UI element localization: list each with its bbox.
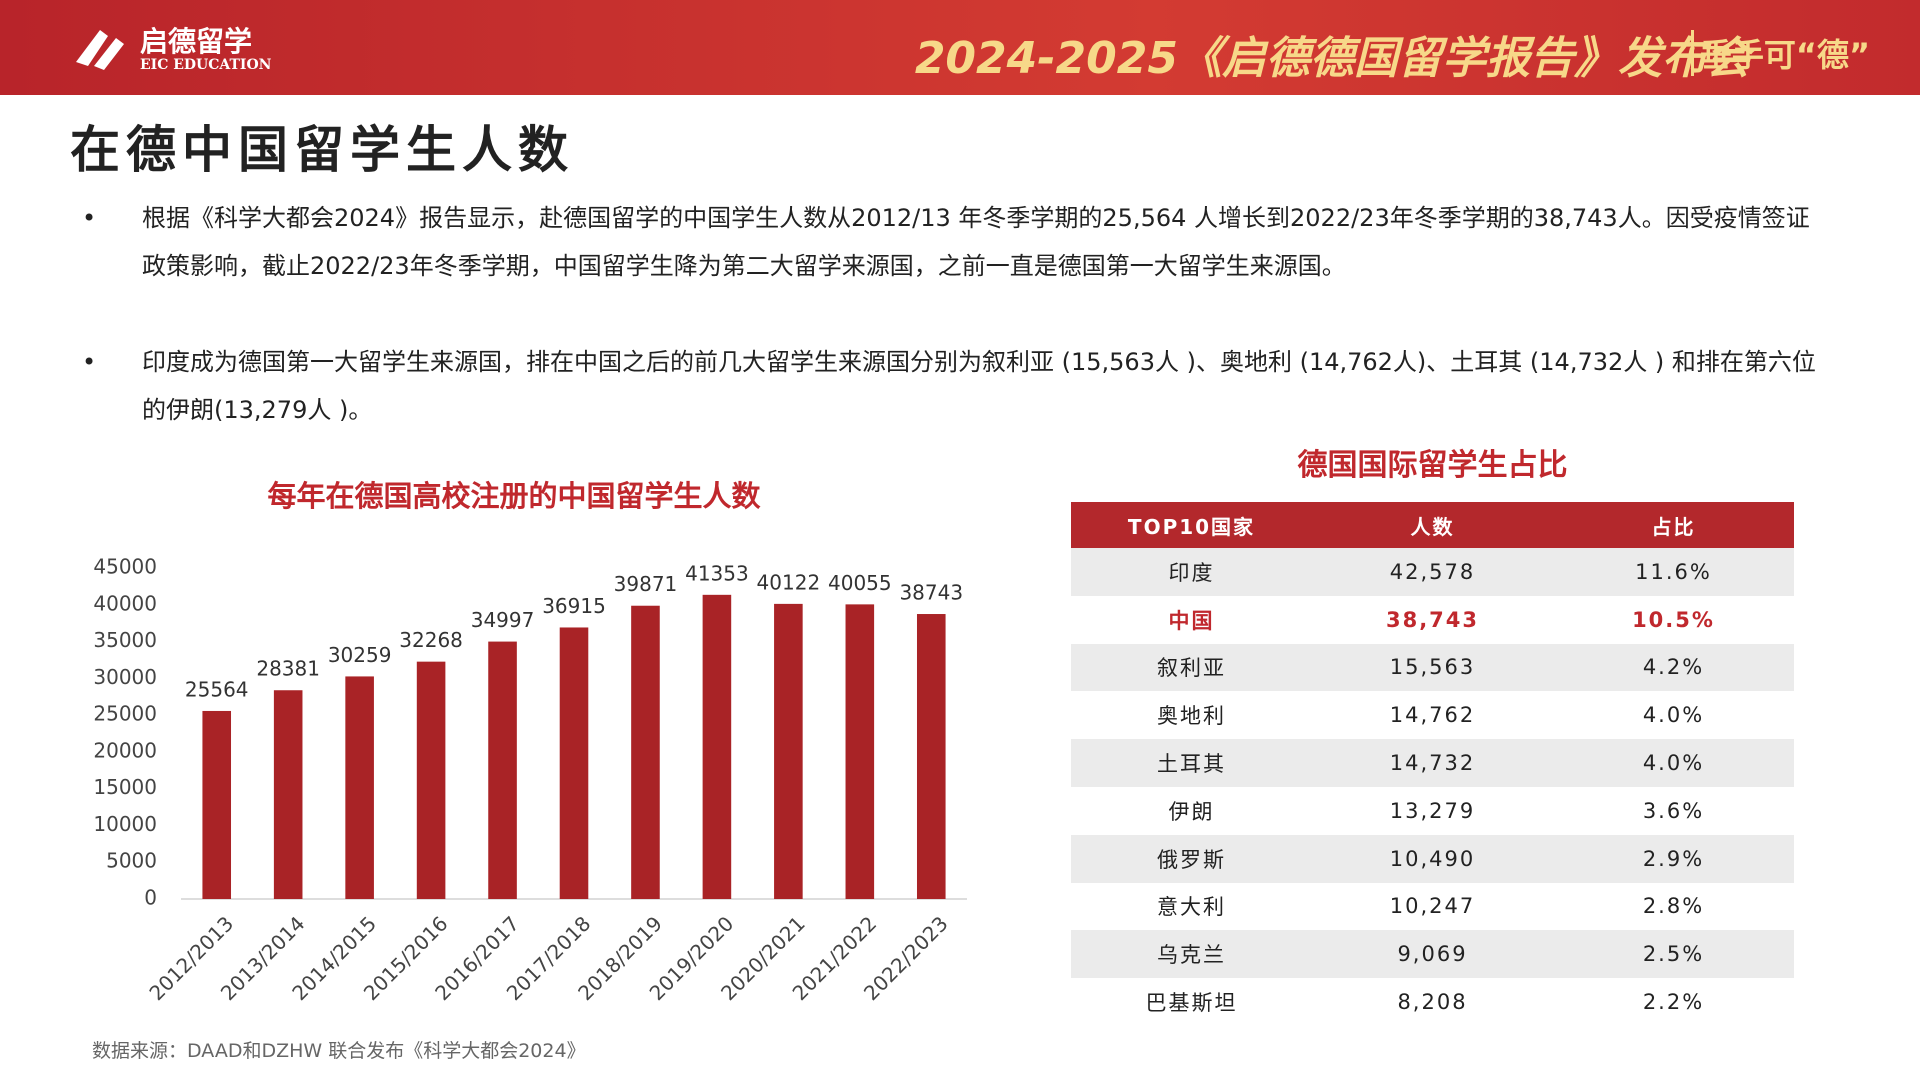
table-row: 俄罗斯 10,490 2.9%: [1071, 834, 1794, 883]
table-cell: 8,208: [1397, 990, 1468, 1015]
table-cell: 9,069: [1397, 942, 1468, 967]
y-tick-label: 30000: [93, 665, 157, 689]
bar: [273, 690, 303, 899]
logo-text: 启德留学: [140, 25, 253, 58]
table-cell: 10,490: [1389, 846, 1476, 871]
table-cell: 13,279: [1389, 798, 1476, 823]
table-cell: 俄罗斯: [1157, 847, 1226, 872]
header-cell: 人数: [1410, 514, 1455, 539]
value-label: 30259: [328, 643, 392, 667]
table-cell: 4.0%: [1642, 751, 1705, 776]
bar: [774, 603, 803, 899]
event-title: 2024-2025《启德德国留学报告》发布会: [914, 33, 1750, 84]
table-cell: 15,563: [1389, 655, 1476, 680]
table-row: 巴基斯坦 8,208 2.2%: [1071, 978, 1794, 1026]
bar: [488, 641, 517, 899]
y-tick-label: 5000: [106, 849, 157, 873]
table-cell: 印度: [1168, 560, 1215, 585]
value-label: 32268: [399, 628, 463, 652]
table-cell: 2.5%: [1642, 942, 1705, 967]
y-tick-label: 35000: [93, 628, 157, 652]
table-row: 印度 42,578 11.6%: [1071, 548, 1794, 596]
table-cell: 42,578: [1389, 559, 1476, 584]
header-cell: TOP10国家: [1127, 514, 1256, 539]
slogan: 垂手可“德”: [1690, 30, 1870, 76]
value-label: 39871: [614, 572, 678, 596]
bar: [845, 604, 875, 899]
table-cell: 10,247: [1389, 894, 1476, 919]
y-tick-label: 10000: [93, 812, 157, 836]
table-row: 叙利亚 15,563 4.2%: [1071, 643, 1794, 692]
bullet: • 根据《科学大都会2024》报告显示，赴德国留学的中国学生人数从2012/13 …: [82, 194, 1822, 290]
table-row: 奥地利 14,762 4.0%: [1071, 691, 1794, 739]
bar: [702, 594, 732, 899]
value-label: 40055: [828, 571, 892, 595]
bullet-text: 根据《科学大都会2024》报告显示，赴德国留学的中国学生人数从2012/13 年…: [142, 204, 1810, 280]
table-cell: 38,743: [1385, 607, 1480, 632]
header-bar: [0, 0, 1920, 95]
table-cell: 2.9%: [1642, 846, 1705, 871]
logo-subtext: EIC EDUCATION: [140, 57, 272, 73]
bullet: • 印度成为德国第一大留学生来源国，排在中国之后的前几大留学生来源国分别为叙利亚 …: [82, 338, 1822, 434]
table-row: 伊朗 13,279 3.6%: [1071, 787, 1794, 835]
value-label: 36915: [542, 594, 606, 618]
table-cell: 11.6%: [1635, 559, 1712, 584]
table-cell: 4.2%: [1642, 655, 1705, 680]
bar: [416, 661, 446, 899]
bar: [202, 710, 232, 899]
y-tick-label: 20000: [93, 738, 157, 762]
y-tick-label: 25000: [93, 702, 157, 726]
table-cell: 10.5%: [1632, 607, 1715, 632]
table-cell: 土耳其: [1157, 752, 1226, 777]
y-tick-label: 40000: [93, 591, 157, 615]
table-cell: 伊朗: [1168, 799, 1215, 824]
page-title: 在德中国留学生人数: [70, 121, 574, 179]
chart: 每年在德国高校注册的中国留学生人数 0 5000 10000 15000 20000 25…: [93, 479, 967, 1005]
value-label: 28381: [256, 657, 320, 681]
table-cell: 4.0%: [1642, 703, 1705, 728]
table-title: 德国国际留学生占比: [1297, 448, 1568, 483]
table-header: TOP10国家 人数 占比: [1071, 502, 1794, 548]
value-label: 25564: [185, 677, 249, 701]
bar: [631, 605, 660, 899]
bullet-text: 印度成为德国第一大留学生来源国，排在中国之后的前几大留学生来源国分别为叙利亚 (…: [142, 348, 1816, 424]
table-row: 意大利 10,247 2.8%: [1071, 883, 1794, 931]
table-row: 乌克兰 9,069 2.5%: [1071, 930, 1794, 979]
table-cell: 奥地利: [1157, 704, 1226, 729]
source-note: 数据来源：DAAD和DZHW 联合发布《科学大都会2024》: [92, 1040, 586, 1062]
table-cell: 意大利: [1157, 895, 1226, 920]
bar: [559, 627, 589, 899]
table-cell: 中国: [1168, 608, 1215, 633]
value-label: 38743: [899, 581, 963, 605]
table-cell: 2.2%: [1642, 990, 1705, 1015]
table: TOP10国家 人数 占比印度 42,578 11.6% 中国 38,743 10.5% 叙利亚…: [1071, 502, 1794, 1026]
value-label: 34997: [471, 608, 535, 632]
value-label: 40122: [757, 570, 821, 594]
chart-title: 每年在德国高校注册的中国留学生人数: [267, 479, 761, 513]
y-tick-label: 45000: [93, 555, 157, 579]
y-tick-label: 15000: [93, 775, 157, 799]
header-cell: 占比: [1651, 514, 1696, 539]
table-cell: 叙利亚: [1157, 656, 1226, 681]
y-tick-label: 0: [144, 886, 157, 910]
table-cell: 2.8%: [1642, 894, 1705, 919]
table-row: 中国 38,743 10.5%: [1071, 596, 1794, 644]
table-cell: 3.6%: [1642, 798, 1705, 823]
table-cell: 14,732: [1389, 751, 1476, 776]
table-row: 土耳其 14,732 4.0%: [1071, 739, 1794, 787]
table-cell: 乌克兰: [1157, 943, 1226, 968]
bar: [916, 614, 946, 899]
value-label: 41353: [685, 561, 749, 585]
bar: [345, 676, 374, 899]
logo-mark: [76, 30, 124, 70]
table-cell: 巴基斯坦: [1145, 991, 1238, 1016]
table-cell: 14,762: [1389, 703, 1476, 728]
